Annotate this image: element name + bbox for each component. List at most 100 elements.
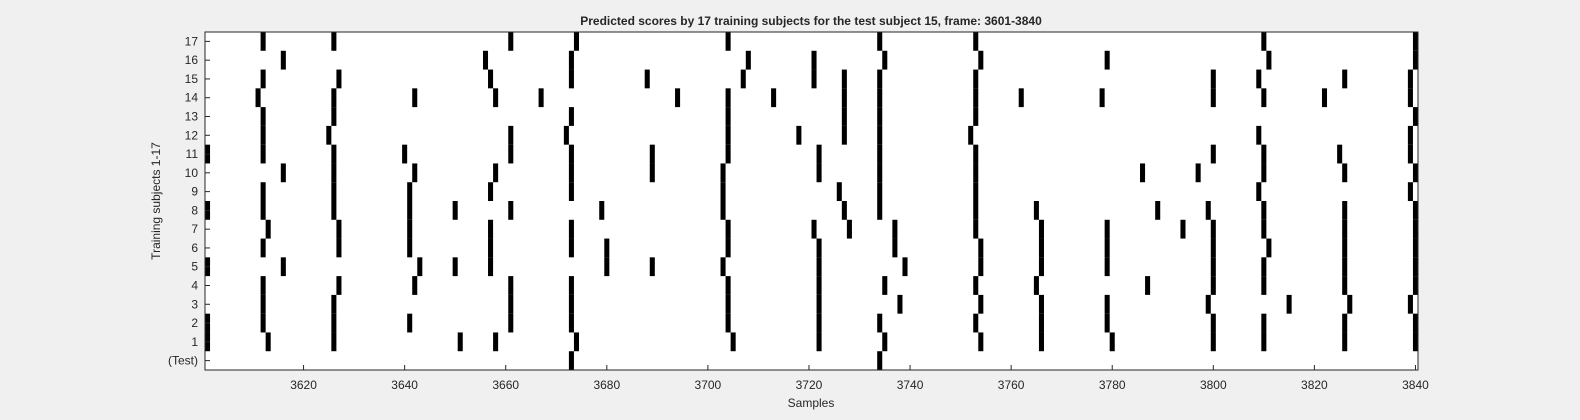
score-mark	[1256, 69, 1262, 89]
score-mark	[973, 276, 979, 295]
score-mark	[568, 107, 574, 126]
score-mark	[508, 32, 514, 51]
score-mark	[573, 32, 579, 51]
x-tick-label: 3840	[1402, 378, 1429, 392]
score-mark	[846, 219, 852, 239]
plot-frame	[204, 31, 1419, 371]
chart-title: Predicted scores by 17 training subjects…	[580, 14, 1042, 28]
score-mark	[1210, 144, 1216, 164]
score-mark	[1261, 332, 1267, 352]
score-mark	[740, 69, 746, 89]
score-mark	[720, 257, 726, 277]
y-tick-label: 2	[191, 316, 198, 330]
score-mark	[649, 144, 655, 164]
x-tick-label: 3680	[593, 378, 620, 392]
x-tick-label: 3620	[290, 378, 317, 392]
score-mark	[331, 163, 337, 183]
score-mark	[725, 238, 731, 258]
y-tick-label: 8	[191, 203, 198, 217]
score-mark	[280, 50, 286, 70]
score-mark	[1342, 69, 1348, 89]
score-mark	[973, 201, 979, 220]
score-mark	[811, 219, 817, 239]
score-mark	[1104, 238, 1110, 258]
score-mark	[1407, 182, 1413, 201]
score-mark	[841, 107, 847, 126]
score-mark	[1342, 219, 1348, 239]
score-mark	[488, 257, 494, 277]
x-tick-label: 3700	[695, 378, 722, 392]
score-mark	[488, 219, 494, 239]
y-tick-label: 16	[185, 53, 199, 67]
score-mark	[407, 219, 413, 239]
score-mark	[1412, 276, 1418, 295]
score-mark	[811, 69, 817, 89]
score-mark	[1261, 313, 1267, 333]
score-mark	[508, 125, 514, 145]
x-tick-label: 3760	[998, 378, 1025, 392]
score-mark	[1412, 219, 1418, 239]
score-mark	[488, 182, 494, 201]
score-mark	[973, 69, 979, 89]
score-mark	[1412, 332, 1418, 352]
score-mark	[568, 276, 574, 295]
score-mark	[725, 313, 731, 333]
score-mark	[730, 332, 736, 352]
score-mark	[725, 219, 731, 239]
x-axis-label: Samples	[788, 396, 835, 410]
y-tick-label: (Test)	[168, 354, 198, 368]
x-tick-label: 3660	[492, 378, 519, 392]
y-tick-label: 7	[191, 222, 198, 236]
score-mark	[1033, 201, 1039, 220]
score-mark	[1155, 201, 1161, 220]
score-mark	[1321, 88, 1328, 108]
score-mark	[1407, 125, 1413, 145]
score-mark	[877, 144, 883, 164]
score-mark	[1038, 219, 1044, 239]
score-mark	[260, 144, 266, 164]
score-mark	[973, 144, 979, 164]
score-mark	[452, 201, 458, 220]
score-mark	[1412, 201, 1418, 220]
y-tick-label: 5	[191, 260, 198, 274]
score-mark	[877, 125, 883, 145]
score-mark	[877, 88, 883, 108]
y-tick-label: 17	[185, 34, 199, 48]
score-mark	[452, 257, 458, 277]
y-tick-label: 10	[185, 166, 199, 180]
score-mark	[1104, 294, 1110, 314]
score-mark	[1337, 144, 1343, 164]
score-mark	[811, 50, 817, 70]
score-mark	[573, 332, 579, 352]
score-mark	[1018, 88, 1024, 108]
score-mark	[1261, 257, 1267, 277]
score-mark	[1261, 201, 1267, 220]
score-mark	[493, 163, 499, 183]
score-mark	[1038, 332, 1044, 352]
score-mark	[488, 238, 494, 258]
score-mark	[568, 313, 574, 333]
score-mark	[260, 313, 266, 333]
score-mark	[255, 88, 261, 108]
score-mark	[1342, 257, 1348, 277]
score-mark	[1210, 276, 1216, 295]
score-mark	[1038, 257, 1044, 277]
score-mark	[725, 144, 731, 164]
y-tick-label: 12	[185, 128, 199, 142]
score-mark	[877, 313, 883, 333]
score-mark	[892, 238, 898, 258]
score-mark	[331, 294, 337, 314]
score-mark	[816, 238, 822, 258]
score-mark	[260, 107, 266, 126]
score-mark	[1407, 88, 1413, 108]
score-mark	[816, 276, 822, 295]
score-mark	[563, 125, 569, 145]
score-mark	[1286, 294, 1292, 314]
score-mark	[745, 50, 751, 70]
score-mark	[508, 144, 514, 164]
score-mark	[725, 88, 731, 108]
score-mark	[978, 294, 984, 314]
y-tick-label: 15	[185, 72, 199, 86]
score-mark	[1256, 125, 1262, 145]
score-mark	[1347, 294, 1353, 314]
